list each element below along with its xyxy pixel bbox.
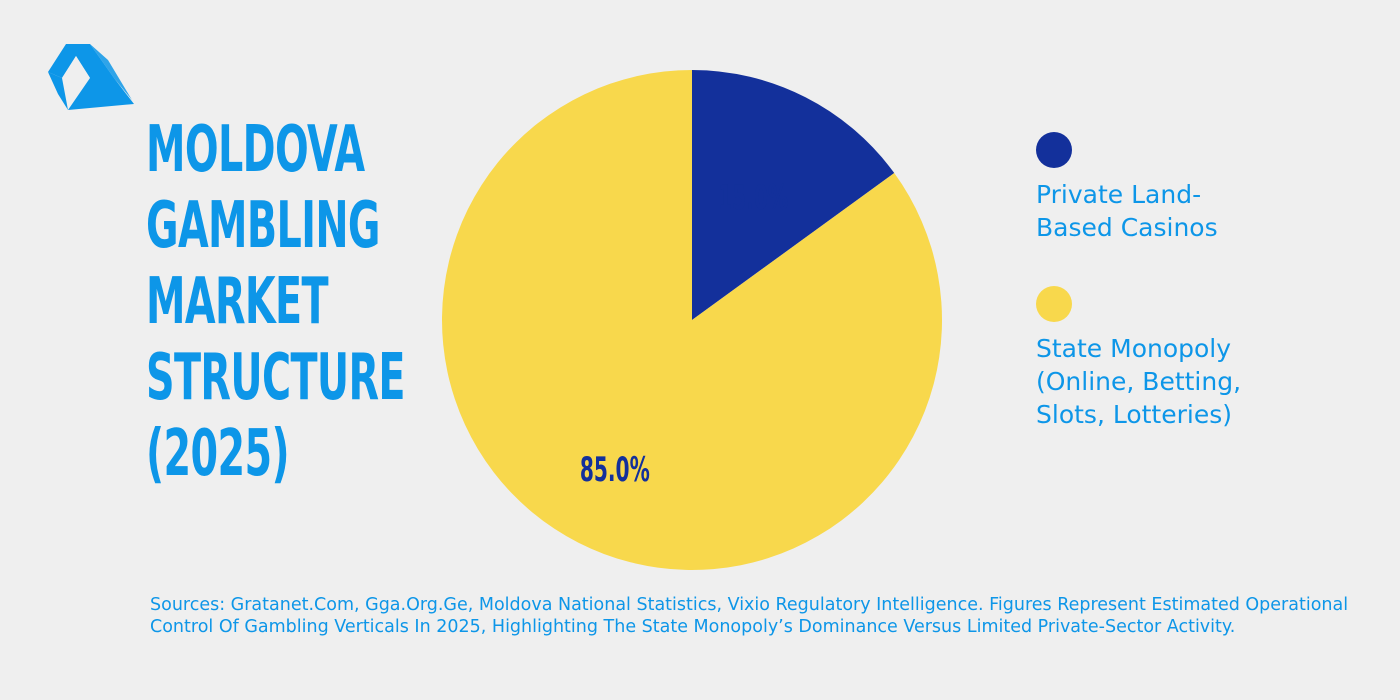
pie-slice-label: 15.0% [718,178,788,218]
sources-note: Sources: Gratanet.Com, Gga.Org.Ge, Moldo… [150,595,1349,637]
legend-item-state-monopoly: State Monopoly (Online, Betting, Slots, … [1036,286,1376,431]
legend-swatch [1036,132,1072,168]
title-line: MOLDOVA [146,113,365,187]
title-line: GAMBLING [146,189,380,263]
triangle-a-logo-icon [48,44,134,110]
pie-slice-1 [442,70,942,570]
pie-slice-0 [692,70,895,320]
title-line: MARKET [146,265,329,339]
legend-swatch [1036,286,1072,322]
legend-label: State Monopoly (Online, Betting, Slots, … [1036,334,1242,429]
legend-label: Private Land- Based Casinos [1036,180,1218,242]
legend-item-private-casinos: Private Land- Based Casinos [1036,132,1376,244]
title-line: STRUCTURE [146,341,406,415]
title-line: (2025) [146,417,290,491]
legend: Private Land- Based Casinos State Monopo… [1036,132,1376,431]
pie-slice-label: 85.0% [580,450,650,490]
pie-chart: 15.0% 85.0% [442,70,942,570]
chart-title: MOLDOVA GAMBLING MARKET STRUCTURE (2025) [146,112,406,492]
